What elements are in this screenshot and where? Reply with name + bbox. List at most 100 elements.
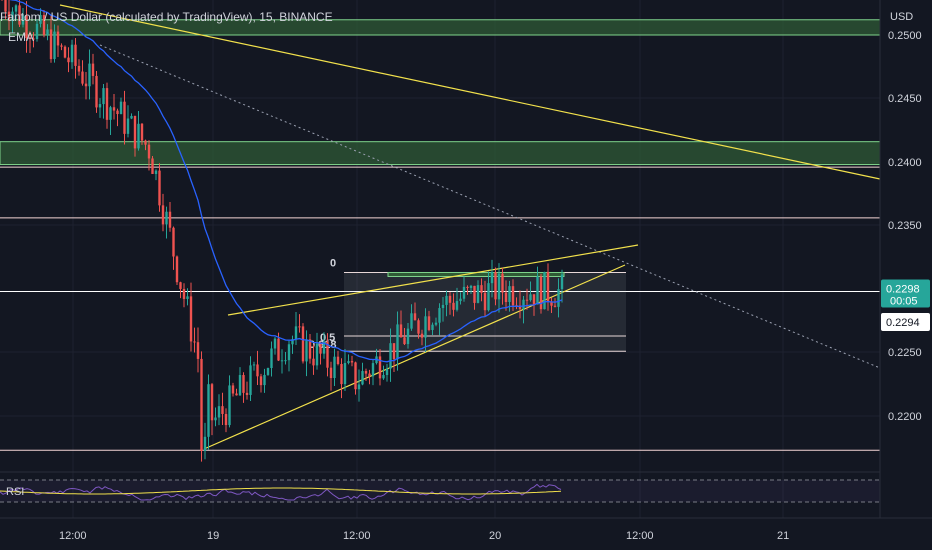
candle-body [266, 368, 270, 375]
candle-body [123, 101, 126, 134]
wedge-upper-line[interactable] [227, 244, 639, 316]
candle-body [389, 343, 392, 369]
candle-body [130, 115, 133, 119]
bar-countdown: 00:05 [890, 296, 918, 308]
candle-body [186, 296, 189, 299]
candle-body [28, 38, 32, 40]
candle-body [231, 385, 235, 394]
rsi-ma-line[interactable] [0, 487, 562, 495]
candle-body [448, 295, 452, 303]
candle-body [200, 358, 203, 451]
last-price-badge[interactable] [881, 279, 930, 308]
candle-body [242, 375, 245, 393]
candle-body [329, 367, 333, 379]
candle-body [417, 320, 420, 334]
candle-body [305, 339, 308, 362]
candle-body [473, 285, 476, 303]
symbol-title[interactable]: Fantom / US Dollar (calculated by Tradin… [0, 10, 333, 24]
candle-body [385, 368, 389, 376]
time-tick-label: 19 [207, 530, 219, 542]
candle-body [88, 63, 91, 87]
candle-body [340, 363, 343, 385]
candle-body [504, 292, 508, 303]
candle-body [140, 123, 144, 141]
rsi-indicator-label[interactable]: RSI [6, 486, 25, 498]
candle-body [144, 140, 147, 145]
candle-body [133, 115, 137, 149]
price-tick-label: 0.2400 [888, 157, 922, 169]
candle-body [39, 15, 42, 24]
candle-body [501, 273, 504, 293]
candle-body [403, 337, 406, 345]
price-tick-label: 0.2500 [888, 30, 922, 42]
candle-body [263, 374, 266, 386]
time-tick-label: 21 [777, 530, 789, 542]
candle-body [476, 285, 480, 303]
candle-body [308, 339, 312, 359]
price-tick-label: 0.2200 [888, 411, 922, 423]
candle-body [214, 417, 217, 421]
candle-body [112, 107, 116, 111]
candle-body [168, 211, 172, 228]
candle-body [105, 88, 109, 120]
candle-body [361, 371, 364, 385]
candle-body [459, 298, 462, 302]
candle-body [508, 286, 511, 303]
candle-body [49, 29, 53, 60]
candle-body [102, 88, 105, 105]
candle-body [487, 283, 490, 311]
candle-body [557, 289, 560, 307]
candle-body [301, 326, 305, 362]
candle-body [280, 360, 284, 362]
candle-body [77, 65, 81, 72]
candle-body [228, 385, 231, 426]
candle-body [7, 11, 11, 22]
candle-body [235, 393, 238, 396]
candle-body [434, 322, 438, 325]
candle-body [445, 295, 448, 305]
last-price-value: 0.2298 [886, 284, 920, 296]
candle-body [249, 365, 252, 395]
candle-body [431, 324, 434, 330]
wedge-lower-line[interactable] [203, 264, 626, 450]
candle-body [382, 375, 385, 379]
candle-body [287, 344, 291, 361]
ema-line[interactable] [2, 0, 563, 363]
candle-body [14, 5, 18, 12]
ema-indicator-label[interactable]: EMA [8, 30, 35, 44]
candle-body [91, 63, 95, 76]
candle-body [203, 436, 207, 451]
rsi-line[interactable] [0, 483, 562, 501]
candle-body [546, 271, 550, 302]
candle-body [452, 302, 455, 310]
candles[interactable] [1, 0, 564, 462]
candle-body [35, 23, 39, 40]
candle-body [158, 170, 161, 206]
candle-body [84, 83, 88, 87]
candle-body [259, 376, 263, 386]
candle-body [207, 384, 210, 437]
candle-body [137, 123, 140, 149]
candle-body [273, 338, 277, 349]
candle-body [529, 294, 532, 301]
candle-body [284, 360, 287, 362]
candle-body [182, 288, 186, 299]
candle-body [539, 276, 543, 310]
dotted-trend-line[interactable] [99, 44, 881, 369]
ema-value-badge[interactable] [881, 313, 930, 331]
candle-body [333, 356, 336, 379]
candle-body [98, 104, 102, 108]
candle-body [392, 343, 396, 360]
candle-body [455, 301, 459, 310]
candle-body [298, 326, 301, 328]
candle-body [119, 101, 123, 115]
support-resistance-zone[interactable] [0, 141, 881, 166]
rsi-band [0, 480, 880, 502]
candle-body [42, 15, 46, 35]
candle-body [179, 282, 182, 289]
candle-body [336, 356, 340, 364]
candle-body [532, 294, 536, 305]
descending-trend-line[interactable] [59, 4, 881, 180]
